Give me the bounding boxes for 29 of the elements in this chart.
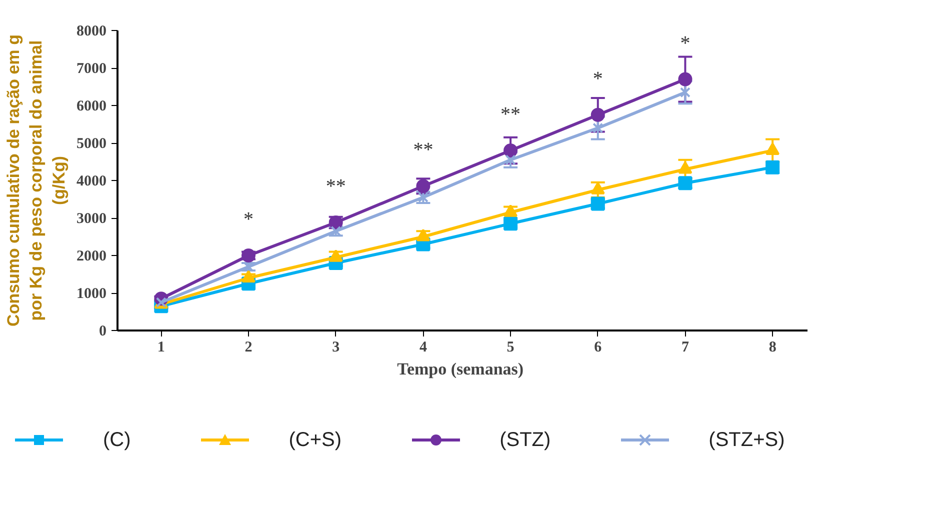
y-tick-label: 7000 (76, 61, 106, 77)
x-tick-label: 5 (506, 340, 514, 356)
legend-label: (STZ+S) (708, 428, 785, 453)
annotation: ** (500, 104, 521, 126)
annotation: ** (326, 176, 346, 198)
y-tick-label: 6000 (76, 98, 106, 114)
y-tick-label: 4000 (76, 174, 106, 190)
x-tick-label: 3 (332, 340, 340, 356)
x-tick-label: 1 (157, 340, 165, 356)
x-tick-label: 2 (244, 340, 252, 356)
y-tick-label: 2000 (76, 248, 106, 264)
annotation: ** (413, 139, 434, 162)
x-tick-label: 6 (594, 340, 602, 356)
x-tick-label: 7 (681, 340, 690, 356)
y-axis-title: Consumo cumulativo de ração em g por Kg de peso corporal do animal (g/Kg) (4, 34, 68, 326)
y-tick-label: 1000 (76, 286, 106, 302)
y-tick-label: 0 (99, 324, 106, 340)
legend-label: (C) (103, 428, 131, 453)
legend-label: (STZ) (500, 428, 551, 453)
x-tick-label: 4 (419, 340, 428, 356)
annotation: * (680, 32, 690, 54)
legend-label: (C+S) (288, 428, 342, 453)
y-tick-label: 8000 (76, 24, 106, 40)
x-tick-label: 8 (768, 340, 776, 356)
x-axis-title: Tempo (semanas) (397, 360, 524, 378)
y-tick-label: 3000 (76, 211, 106, 227)
annotation: * (244, 208, 254, 230)
y-tick-label: 5000 (76, 136, 106, 152)
annotation: * (592, 68, 603, 90)
